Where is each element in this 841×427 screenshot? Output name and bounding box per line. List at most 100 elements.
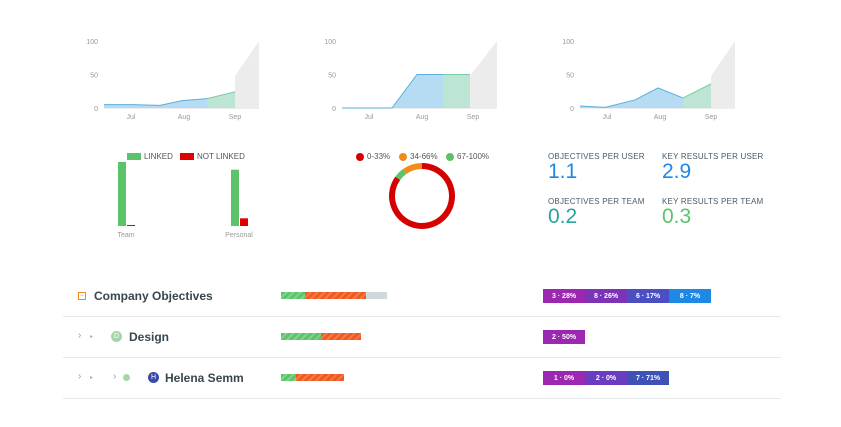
key-results-per-team-label: KEY RESULTS PER TEAM (662, 197, 764, 206)
area-chart-key-results: 100 50 0 Jul Aug Sep (324, 39, 497, 121)
donut-slice (395, 169, 407, 181)
status-pill[interactable]: 8 · 26% (585, 289, 627, 303)
row-title[interactable]: Design (129, 330, 170, 344)
row-title[interactable]: Helena Semm (165, 371, 244, 385)
status-pill[interactable]: 6 · 17% (627, 289, 669, 303)
objectives-per-team-label: OBJECTIVES PER TEAM (548, 197, 645, 206)
area-chart-objectives: 100 50 0 Jul Aug Sep (86, 39, 259, 121)
status-pill[interactable]: 8 · 7% (669, 289, 711, 303)
objective-row-company[interactable]: – Company Objectives 3 · 28% 8 · 26% 6 ·… (63, 276, 781, 317)
status-pills: 2 · 50% (543, 330, 585, 344)
area-series-line (104, 98, 208, 106)
donut-legend-high: 67-100% (446, 152, 489, 161)
y-tick-label: 0 (332, 106, 336, 113)
not-linked-legend-label: NOT LINKED (197, 152, 245, 161)
group-label: Team (117, 232, 134, 239)
status-pill[interactable]: 1 · 0% (543, 371, 585, 385)
flag-icon: ▸ (90, 375, 94, 381)
group-label: Personal (225, 232, 253, 239)
key-results-per-team-value: 0.3 (662, 205, 692, 228)
donut-legend-low-label: 0-33% (367, 152, 391, 161)
forecast-area (711, 41, 735, 108)
status-pills: 1 · 0% 2 · 0% 7 · 71% (543, 371, 669, 385)
x-tick-label: Aug (416, 114, 429, 121)
not-linked-bar (240, 218, 248, 226)
linked-legend-label: LINKED (144, 152, 173, 161)
y-tick-label: 50 (328, 73, 336, 80)
linked-legend-item: LINKED (127, 152, 173, 161)
status-pills: 3 · 28% 8 · 26% 6 · 17% 8 · 7% (543, 289, 711, 303)
expand-chevron-icon[interactable]: › (78, 330, 82, 341)
y-tick-label: 50 (566, 73, 574, 80)
linked-swatch (127, 153, 141, 160)
area-series-line (579, 87, 684, 108)
x-tick-label: Sep (467, 114, 480, 121)
y-tick-label: 100 (86, 39, 98, 46)
x-tick-label: Sep (229, 114, 242, 121)
linked-bar (118, 162, 126, 226)
progress-grey-segment (365, 292, 387, 299)
avatar: D (111, 331, 122, 342)
not-linked-legend-item: NOT LINKED (180, 152, 245, 161)
area-series (580, 87, 683, 108)
expand-chevron-icon[interactable]: › (78, 371, 82, 382)
progress-orange-segment (321, 333, 361, 340)
status-pill[interactable]: 3 · 28% (543, 289, 585, 303)
donut-slice (389, 163, 455, 229)
x-tick-label: Aug (654, 114, 667, 121)
progress-green-segment (281, 292, 306, 299)
key-results-per-user-value: 2.9 (662, 160, 692, 183)
row-title[interactable]: Company Objectives (94, 289, 213, 303)
progress-bar (281, 292, 391, 299)
area-series (342, 74, 443, 108)
y-tick-label: 0 (94, 106, 98, 113)
linked-bar-chart: Team Personal (117, 162, 253, 239)
progress-green-segment (281, 374, 296, 381)
status-pill[interactable]: 2 · 0% (585, 371, 627, 385)
x-tick-label: Sep (705, 114, 718, 121)
linked-bar (231, 169, 239, 226)
x-tick-label: Jul (365, 114, 374, 121)
status-pill[interactable]: 7 · 71% (627, 371, 669, 385)
donut-legend-low: 0-33% (356, 152, 390, 161)
not-linked-bar (127, 225, 135, 226)
objective-row-helena[interactable]: › ▸ › H Helena Semm 1 · 0% 2 · 0% 7 · 71… (63, 358, 781, 399)
objectives-per-user-value: 1.1 (548, 160, 578, 183)
objective-row-design[interactable]: › ▸ D Design 2 · 50% (63, 317, 781, 358)
area-series-line (682, 83, 712, 99)
area-chart-progress: 100 50 0 Jul Aug Sep (562, 39, 735, 121)
objectives-per-team-value: 0.2 (548, 205, 578, 228)
forecast-area (470, 41, 497, 108)
objectives-per-user-label: OBJECTIVES PER USER (548, 152, 645, 161)
progress-bar (281, 374, 381, 381)
area-series (443, 74, 470, 108)
donut-legend-mid: 34-66% (399, 152, 438, 161)
mid-range-dot (399, 152, 407, 161)
x-tick-label: Jul (127, 114, 136, 121)
progress-orange-segment (296, 374, 344, 381)
progress-orange-segment (305, 292, 366, 299)
status-pill[interactable]: 2 · 50% (543, 330, 585, 344)
avatar: H (148, 372, 159, 383)
flag-icon: ▸ (90, 334, 94, 340)
expand-chevron-icon[interactable]: › (113, 371, 117, 382)
area-series-line (206, 91, 236, 100)
donut-slice (402, 163, 423, 175)
y-tick-label: 100 (562, 39, 574, 46)
low-range-dot (356, 152, 364, 161)
y-tick-label: 50 (90, 73, 98, 80)
area-series (207, 91, 235, 108)
y-tick-label: 100 (324, 39, 336, 46)
team-dot-icon (123, 374, 130, 381)
donut-legend-mid-label: 34-66% (410, 152, 438, 161)
area-series (683, 83, 711, 108)
y-tick-label: 0 (570, 106, 574, 113)
collapse-icon[interactable]: – (78, 292, 86, 300)
key-results-per-user-label: KEY RESULTS PER USER (662, 152, 764, 161)
progress-bar (281, 333, 381, 340)
progress-donut-chart (389, 163, 455, 229)
area-series-line (342, 74, 443, 109)
progress-green-segment (281, 333, 321, 340)
x-tick-label: Aug (178, 114, 191, 121)
donut-legend-high-label: 67-100% (457, 152, 490, 161)
